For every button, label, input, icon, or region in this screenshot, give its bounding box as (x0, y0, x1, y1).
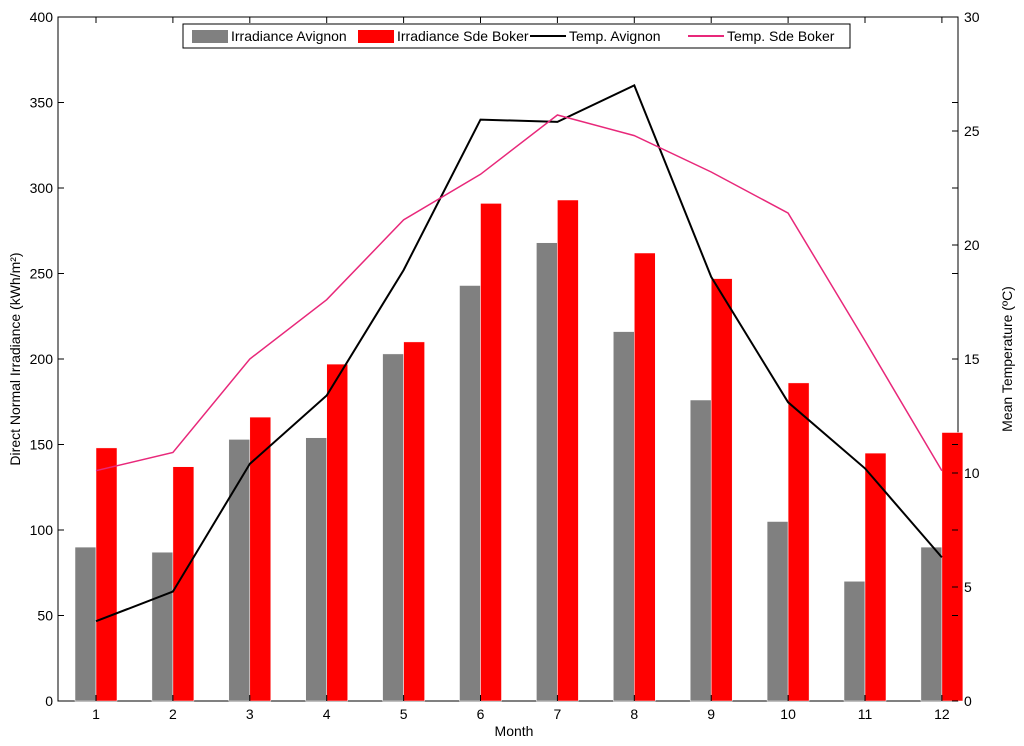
legend-label: Irradiance Sde Boker (397, 28, 529, 44)
line-layer (95, 84, 943, 623)
bar-sde-boker-4 (326, 363, 348, 702)
x-tick-label: 12 (934, 706, 950, 722)
y-tick-label: 400 (30, 9, 54, 25)
x-tick-label: 2 (169, 706, 177, 722)
y-tick-label: 150 (30, 437, 54, 453)
bar-sde-boker-3 (249, 416, 272, 702)
legend-swatch (358, 30, 394, 43)
line-temp-avignon (95, 84, 943, 623)
x-tick-label: 1 (92, 706, 100, 722)
y-tick-label: 350 (30, 95, 54, 111)
bar-avignon-5 (382, 353, 404, 702)
legend-label: Temp. Sde Boker (727, 28, 835, 44)
y2-tick-label: 25 (964, 123, 980, 139)
y-tick-label: 100 (30, 522, 54, 538)
bar-sde-boker-2 (172, 466, 195, 702)
bar-avignon-11 (843, 581, 866, 702)
bar-avignon-7 (536, 242, 558, 702)
x-tick-label: 5 (400, 706, 408, 722)
legend-box (182, 23, 851, 49)
y-tick-label: 50 (37, 608, 53, 624)
bar-avignon-3 (228, 439, 251, 702)
x-tick-label: 9 (707, 706, 715, 722)
y2-tick-label: 20 (964, 237, 980, 253)
y-tick-label: 300 (30, 180, 54, 196)
y2-tick-label: 0 (964, 693, 972, 709)
legend: Irradiance Avignon Irradiance Sde Boker Te… (182, 23, 851, 49)
bar-avignon-2 (151, 551, 174, 702)
y-axis-title: Direct Normal Irradiance (kWh/m²) (7, 252, 23, 465)
x-tick-label: 7 (554, 706, 562, 722)
y2-tick-label: 15 (964, 351, 980, 367)
bar-layer (74, 199, 964, 702)
bar-sde-boker-6 (480, 203, 502, 702)
x-tick-label: 6 (477, 706, 485, 722)
x-tick-label: 11 (858, 706, 873, 722)
bar-sde-boker-5 (403, 341, 425, 702)
legend-label: Irradiance Avignon (231, 28, 347, 44)
y-tick-label: 250 (30, 266, 54, 282)
bar-sde-boker-7 (557, 199, 579, 702)
bar-sde-boker-1 (95, 447, 118, 702)
bar-avignon-1 (74, 546, 97, 702)
y2-axis-title: Mean Temperature (ºC) (999, 286, 1015, 432)
y-tick-label: 200 (30, 351, 54, 367)
bar-avignon-9 (689, 399, 712, 702)
bar-sde-boker-9 (710, 278, 733, 702)
bar-avignon-6 (459, 285, 481, 702)
x-tick-label: 3 (246, 706, 254, 722)
bar-sde-boker-11 (864, 452, 887, 702)
bar-avignon-10 (766, 521, 789, 702)
bar-avignon-8 (613, 331, 635, 702)
bar-sde-boker-8 (634, 252, 656, 702)
y-tick-label: 0 (45, 693, 53, 709)
y2-tick-label: 10 (964, 465, 980, 481)
x-axis-title: Month (495, 723, 534, 739)
bar-avignon-12 (920, 546, 943, 702)
bar-avignon-4 (305, 437, 327, 702)
y2-tick-label: 30 (964, 9, 980, 25)
line-temp-sde-boker (95, 114, 943, 472)
bar-sde-boker-10 (787, 382, 810, 702)
x-tick-label: 10 (780, 706, 796, 722)
x-tick-label: 8 (630, 706, 638, 722)
x-tick-label: 4 (323, 706, 331, 722)
legend-swatch (192, 30, 228, 43)
y2-tick-label: 5 (964, 579, 972, 595)
legend-label: Temp. Avignon (569, 28, 661, 44)
